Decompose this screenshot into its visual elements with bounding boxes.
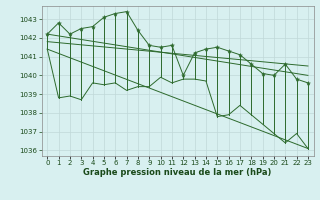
X-axis label: Graphe pression niveau de la mer (hPa): Graphe pression niveau de la mer (hPa)	[84, 168, 272, 177]
